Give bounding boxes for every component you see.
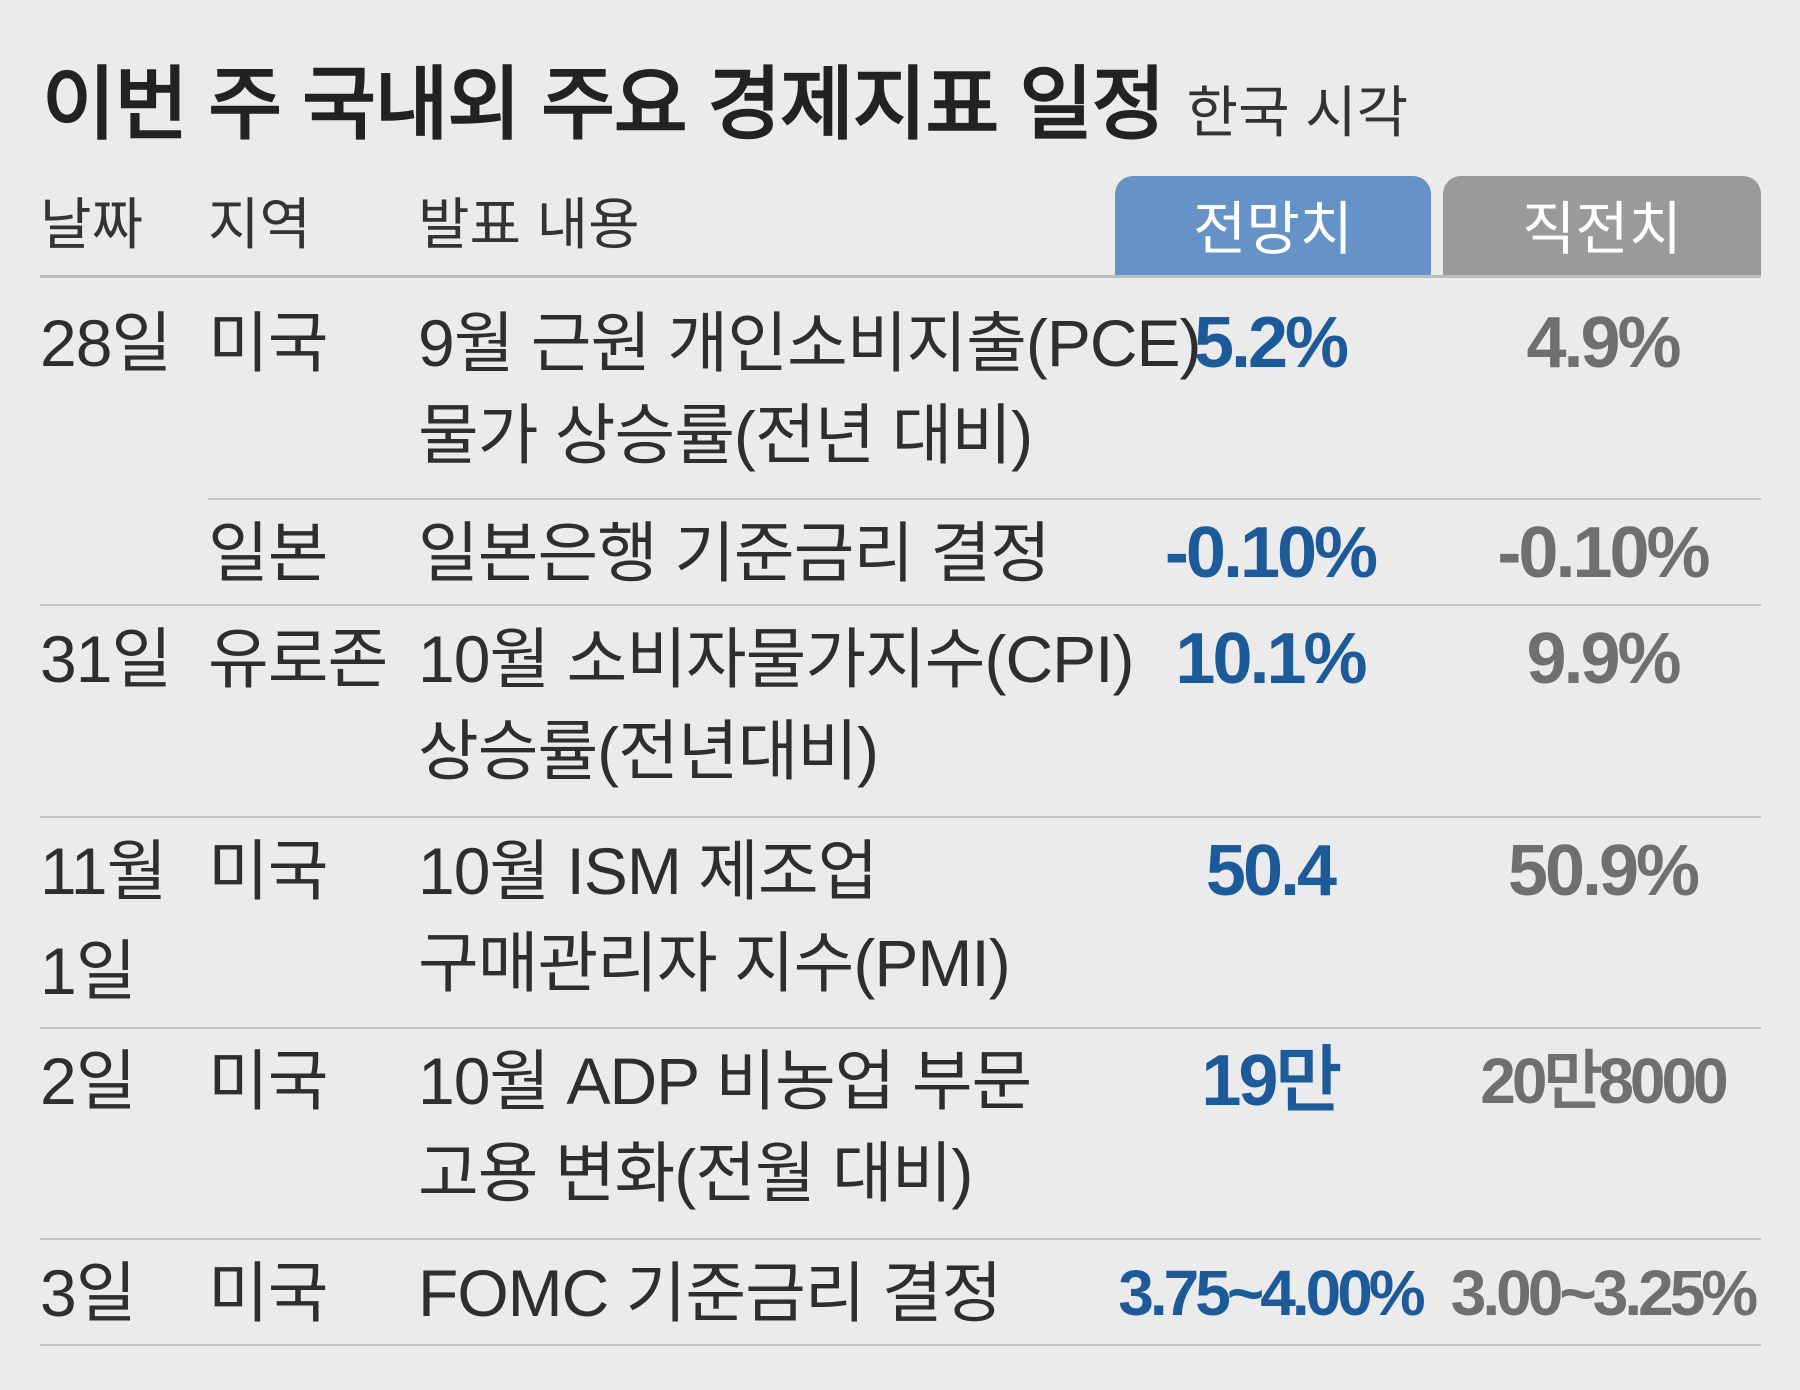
row-forecast: 3.75~4.00% xyxy=(1118,1257,1425,1329)
row-forecast: 50.4 xyxy=(1205,831,1337,911)
header-previous: 직전치 xyxy=(1443,176,1761,276)
row-forecast: -0.10% xyxy=(1164,513,1378,593)
row-date: 28일 xyxy=(40,306,172,380)
row-description-line2: 물가 상승률(전년 대비) xyxy=(418,398,1033,472)
row-forecast: 5.2% xyxy=(1193,303,1349,383)
row-divider xyxy=(40,604,1761,606)
header-forecast: 전망치 xyxy=(1115,176,1431,276)
row-description-line1: 9월 근원 개인소비지출(PCE) xyxy=(418,306,1202,380)
title-block: 이번 주 국내외 주요 경제지표 일정 한국 시각 xyxy=(42,40,1408,156)
row-region: 유로존 xyxy=(208,622,388,696)
table-bottom-rule xyxy=(40,1344,1761,1346)
row-description-line2: 상승률(전년대비) xyxy=(418,714,879,788)
row-description-line2: 구매관리자 지수(PMI) xyxy=(418,926,1011,1000)
row-previous: 20만8000 xyxy=(1480,1045,1728,1117)
row-date-line2: 1일 xyxy=(40,934,136,1008)
row-description-line1: 10월 소비자물가지수(CPI) xyxy=(418,622,1134,696)
row-previous: 50.9% xyxy=(1507,831,1700,911)
row-divider xyxy=(208,498,1761,500)
header-region: 지역 xyxy=(208,193,312,256)
row-forecast: 19만 xyxy=(1201,1041,1341,1121)
row-description-line1: 일본은행 기준금리 결정 xyxy=(418,516,1051,590)
row-region: 미국 xyxy=(208,306,328,380)
row-previous: 9.9% xyxy=(1526,619,1681,699)
row-region: 일본 xyxy=(208,516,328,590)
header-date: 날짜 xyxy=(40,193,144,256)
row-region: 미국 xyxy=(208,834,328,908)
row-previous: 3.00~3.25% xyxy=(1450,1257,1758,1329)
row-region: 미국 xyxy=(208,1256,328,1330)
row-date: 2일 xyxy=(40,1044,136,1118)
row-date: 3일 xyxy=(40,1256,136,1330)
row-divider xyxy=(40,1027,1761,1029)
row-description-line1: 10월 ISM 제조업 xyxy=(418,834,878,908)
row-previous: 4.9% xyxy=(1526,303,1681,383)
row-description-line1: FOMC 기준금리 결정 xyxy=(418,1256,1002,1330)
row-region: 미국 xyxy=(208,1044,328,1118)
row-divider xyxy=(40,816,1761,818)
row-forecast: 10.1% xyxy=(1175,619,1367,699)
row-previous: -0.10% xyxy=(1497,513,1710,593)
page-title: 이번 주 국내외 주요 경제지표 일정 xyxy=(42,60,1166,149)
row-date: 31일 xyxy=(40,622,172,696)
header-divider xyxy=(40,275,1761,278)
row-description-line1: 10월 ADP 비농업 부문 xyxy=(418,1044,1032,1118)
row-date-line1: 11월 xyxy=(40,834,167,908)
page-subtitle: 한국 시각 xyxy=(1186,81,1409,144)
row-description-line2: 고용 변화(전월 대비) xyxy=(418,1136,973,1210)
header-description: 발표 내용 xyxy=(418,193,640,256)
row-divider xyxy=(40,1238,1761,1240)
